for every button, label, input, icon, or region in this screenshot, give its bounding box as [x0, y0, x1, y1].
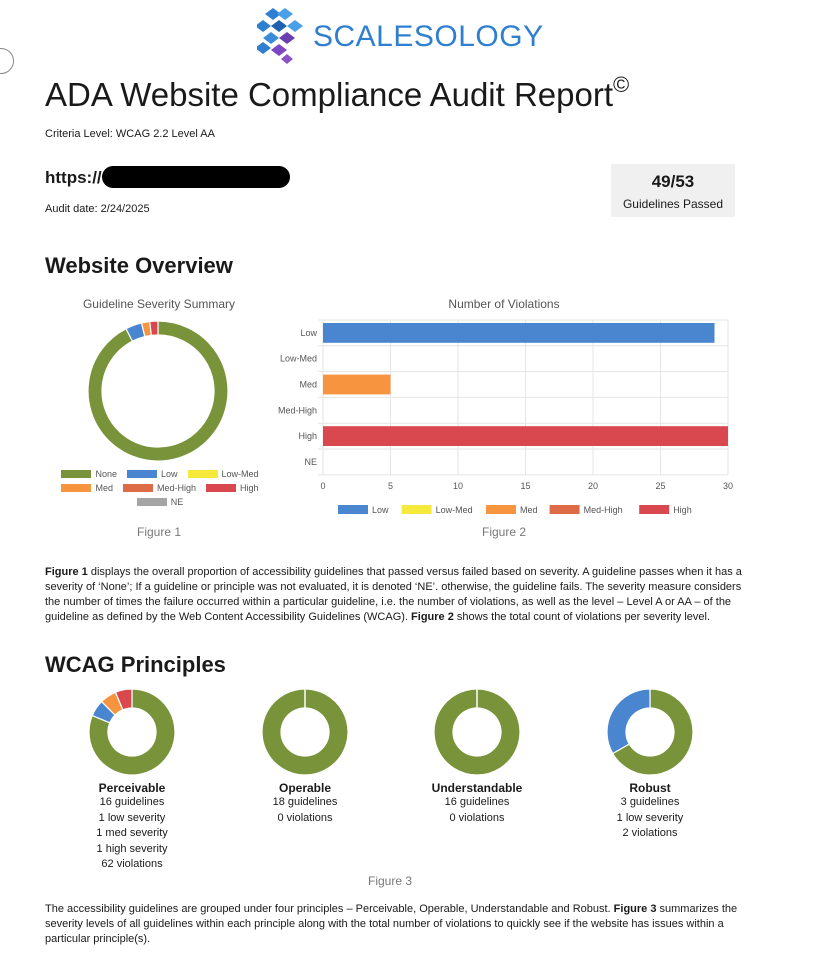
y-tick-low-med: Low-Med: [280, 354, 317, 364]
x-tick-5: 5: [388, 481, 393, 491]
legend-item-med-high: Med-High: [122, 483, 196, 493]
severity-summary-donut: [87, 320, 229, 462]
svg-text:Med: Med: [520, 505, 538, 515]
principle-stat: 16 guidelines: [444, 796, 510, 808]
principle-understandable: Understandable 16 guidelines 0 violations: [402, 688, 552, 826]
perceivable-slice-high: [114, 688, 133, 711]
brand-header: SCALESOLOGY: [257, 6, 544, 68]
legend-item-med: Med: [61, 483, 113, 493]
principle-stat: 1 low severity: [98, 811, 166, 824]
principle-stat: 1 low severity: [616, 811, 684, 824]
figure-2-caption: Figure 2: [481, 525, 527, 539]
violations-chart-title: Number of Violations: [448, 297, 559, 311]
principle-donut-perceivable: [88, 688, 176, 776]
perceivable-slice-none: [88, 688, 176, 776]
x-tick-25: 25: [655, 481, 665, 491]
principle-stat: 1 high severity: [96, 842, 168, 855]
principle-donut-understandable: [433, 688, 521, 776]
principle-stat: 16 guidelines: [99, 796, 165, 808]
section-heading-overview: Website Overview: [45, 253, 233, 278]
bar-legend-item-med-high: Med-High: [549, 505, 623, 515]
overview-description: Figure 1 displays the overall proportion…: [45, 566, 742, 623]
principle-name: Operable: [278, 781, 332, 795]
svg-text:Med-High: Med-High: [584, 505, 623, 515]
bar-legend-item-low: Low: [338, 505, 389, 515]
y-tick-high: High: [298, 431, 317, 441]
legend-item-low: Low: [126, 469, 178, 479]
url-redaction: [101, 166, 290, 188]
principle-name: Robust: [629, 781, 671, 795]
figure-2-ref: Figure 2: [411, 611, 454, 623]
bar-low: [323, 323, 715, 343]
legend-item-low-med: Low-Med: [187, 469, 259, 479]
principle-stat: 1 med severity: [96, 827, 168, 839]
guidelines-passed-card: 49/53 Guidelines Passed: [611, 164, 735, 217]
principle-robust: Robust 3 guidelines 1 low severity 2 violat…: [575, 688, 725, 842]
x-tick-30: 30: [723, 481, 733, 491]
principle-name: Perceivable: [98, 781, 166, 795]
guidelines-passed-label: Guidelines Passed: [622, 197, 724, 211]
page-edge-circle: [0, 48, 14, 74]
principle-donut-robust: [606, 688, 694, 776]
criteria-level: Criteria Level: WCAG 2.2 Level AA: [45, 128, 215, 140]
copyright-mark: ©: [613, 72, 630, 97]
audit-date: Audit date: 2/24/2025: [45, 203, 150, 215]
x-tick-0: 0: [320, 481, 325, 491]
audited-url: https://: [45, 166, 290, 188]
robust-slice-none: [611, 688, 694, 776]
principle-name: Understandable: [431, 781, 523, 795]
severity-summary-title: Guideline Severity Summary: [82, 297, 236, 311]
figure-3-ref: Figure 3: [613, 903, 657, 915]
y-tick-med: Med: [299, 380, 317, 390]
severity-slice-none: [87, 320, 229, 462]
scalesology-logo-icon: [257, 8, 303, 64]
svg-text:High: High: [673, 505, 692, 515]
svg-text:Low: Low: [372, 505, 389, 515]
principle-stat: 62 violations: [101, 858, 163, 870]
url-prefix: https://: [45, 168, 102, 187]
principle-stat: 2 violations: [622, 827, 678, 839]
section-heading-principles: WCAG Principles: [45, 652, 226, 677]
x-tick-20: 20: [588, 481, 598, 491]
principles-description: The accessibility guidelines are grouped…: [45, 903, 738, 945]
x-tick-10: 10: [453, 481, 463, 491]
principle-donut-operable: [261, 688, 349, 776]
severity-slice-high: [149, 320, 159, 337]
principle-perceivable: Perceivable 16 guidelines 1 low severity 1 …: [57, 688, 207, 873]
bar-legend-item-low-med: Low-Med: [401, 505, 473, 515]
bar-legend-item-med: Med: [486, 505, 538, 515]
svg-text:Low-Med: Low-Med: [436, 505, 473, 515]
severity-summary-legend: None Low Low-Med Med Med-High High NE: [40, 469, 280, 511]
bar-med: [323, 374, 391, 395]
bar-high: [323, 426, 728, 446]
y-tick-med-high: Med-High: [278, 405, 317, 415]
figure-1-caption: Figure 1: [136, 525, 182, 539]
understandable-slice-none: [433, 688, 521, 776]
figure-1-ref: Figure 1: [45, 566, 88, 578]
brand-name: SCALESOLOGY: [313, 20, 544, 53]
operable-slice-none: [261, 688, 349, 776]
figure-3-caption: Figure 3: [367, 874, 413, 888]
legend-item-high: High: [206, 483, 259, 493]
bar-legend-item-high: High: [639, 505, 692, 515]
legend-item-none: None: [61, 469, 117, 479]
principle-stat: 0 violations: [277, 811, 333, 824]
violations-bar-chart: Number of Violations 0 5 10 15 20 25 30 Low Low-M…: [278, 297, 733, 515]
guidelines-passed-value: 49/53: [651, 172, 695, 191]
principle-stat: 3 guidelines: [620, 796, 680, 808]
legend-item-ne: NE: [136, 497, 183, 507]
y-tick-low: Low: [300, 328, 317, 338]
principle-operable: Operable 18 guidelines 0 violations: [230, 688, 380, 826]
principle-stat: 18 guidelines: [272, 796, 338, 808]
report-title: ADA Website Compliance Audit Report©: [45, 72, 630, 113]
principle-stat: 0 violations: [449, 811, 505, 824]
y-tick-ne: NE: [304, 457, 317, 467]
x-tick-15: 15: [520, 481, 530, 491]
robust-slice-low: [606, 688, 651, 755]
